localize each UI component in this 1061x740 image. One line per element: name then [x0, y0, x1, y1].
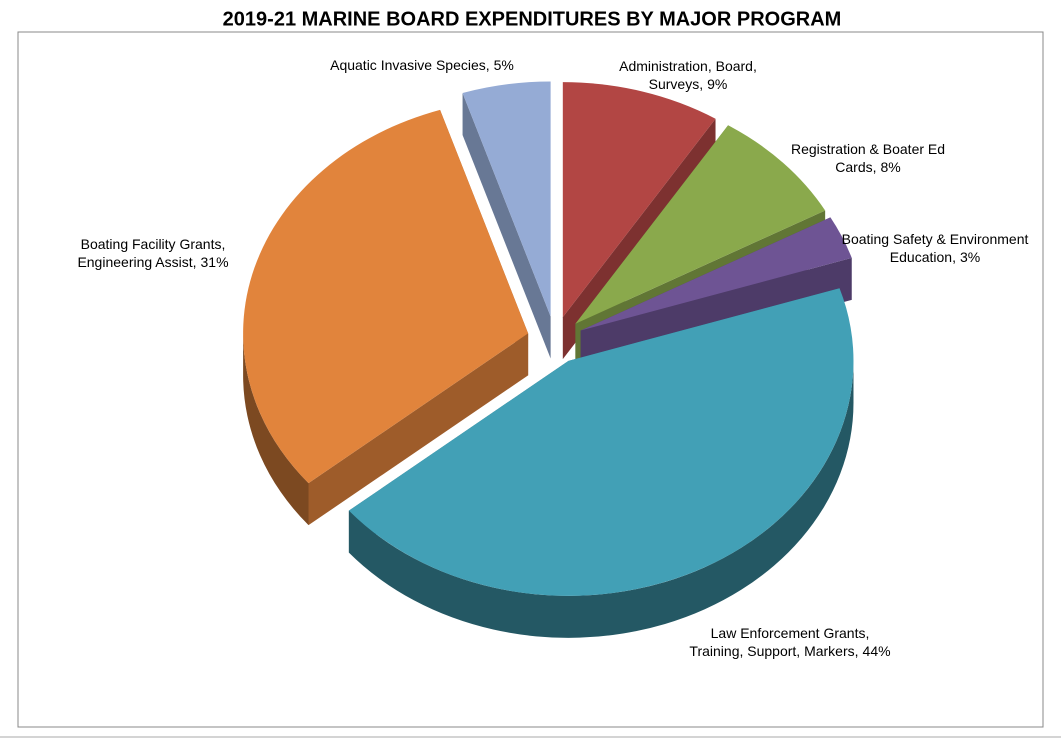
value-label: 44% — [862, 643, 891, 659]
data-label: Registration & Boater Ed Cards, 8% — [783, 140, 953, 176]
slice-rim — [348, 360, 854, 638]
category-label: Boating Safety & Environment Education, — [841, 231, 1029, 265]
slice — [348, 288, 854, 596]
category-label: Boating Facility Grants, Engineering Ass… — [77, 236, 226, 270]
slice — [575, 125, 826, 324]
category-label: Aquatic Invasive Species, — [330, 57, 490, 73]
value-label: 31% — [200, 254, 229, 270]
slice-rim — [243, 333, 309, 526]
value-label: 5% — [493, 57, 514, 73]
value-label: 9% — [707, 76, 728, 92]
slice-side — [462, 92, 551, 359]
slice — [562, 82, 716, 318]
category-label: Administration, Board, Surveys, — [619, 58, 757, 92]
data-label: Boating Facility Grants, Engineering Ass… — [58, 235, 248, 271]
value-label: 8% — [880, 159, 901, 175]
data-label: Administration, Board, Surveys, 9% — [603, 57, 773, 93]
category-label: Registration & Boater Ed Cards, — [790, 141, 946, 175]
data-label: Law Enforcement Grants, Training, Suppor… — [685, 624, 895, 660]
slice — [580, 217, 852, 331]
slice-side — [308, 333, 529, 526]
data-label: Aquatic Invasive Species, 5% — [327, 56, 517, 74]
slice — [462, 81, 551, 317]
slice — [243, 109, 529, 484]
chart-title: 2019-21 MARINE BOARD EXPENDITURES BY MAJ… — [223, 8, 842, 30]
data-label: Boating Safety & Environment Education, 3… — [840, 230, 1030, 266]
value-label: 3% — [959, 249, 981, 265]
category-label: Law Enforcement Grants, Training, Suppor… — [689, 625, 870, 659]
